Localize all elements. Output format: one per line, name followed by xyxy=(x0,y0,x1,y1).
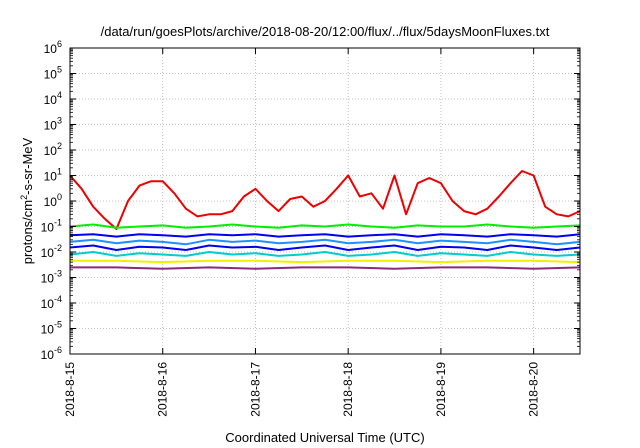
y-tick-label: 100 xyxy=(44,192,62,209)
series-line-cyan-5 xyxy=(69,251,581,257)
x-tick-label: 2018-8-19 xyxy=(434,362,448,417)
series-group xyxy=(69,170,581,270)
y-tick-label-exponent: 5 xyxy=(57,65,62,75)
y-tick-label: 106 xyxy=(44,39,62,56)
y-axis: 10-610-510-410-310-210-11001011021031041… xyxy=(41,39,580,362)
y-tick-label: 10-2 xyxy=(41,243,62,260)
y-tick-label: 102 xyxy=(44,141,62,158)
y-axis-label-prefix: protons/cm xyxy=(20,200,35,264)
series-line-blue-2 xyxy=(69,233,581,238)
y-tick-label: 10-4 xyxy=(41,294,62,311)
chart-title: /data/run/goesPlots/archive/2018-08-20/1… xyxy=(101,24,550,39)
y-tick-label-base: 10 xyxy=(41,246,55,260)
y-tick-label: 10-1 xyxy=(41,218,62,235)
y-axis-label-sup: 2 xyxy=(19,195,29,200)
y-tick-label: 10-6 xyxy=(41,345,62,362)
y-tick-label-base: 10 xyxy=(41,323,55,337)
y-tick-label-base: 10 xyxy=(41,221,55,235)
y-tick-label-exponent: 0 xyxy=(57,192,62,202)
y-tick-label-exponent: 4 xyxy=(57,90,62,100)
y-tick-label-base: 10 xyxy=(44,42,58,56)
y-tick-label-exponent: -5 xyxy=(54,320,62,330)
y-tick-label-base: 10 xyxy=(44,170,58,184)
y-tick-label: 10-3 xyxy=(41,269,62,286)
series-line-blue-4 xyxy=(69,244,581,251)
y-tick-label: 101 xyxy=(44,167,62,184)
y-tick-label-base: 10 xyxy=(41,272,55,286)
y-tick-label-base: 10 xyxy=(44,195,58,209)
y-tick-label-exponent: -3 xyxy=(54,269,62,279)
series-line-green-1 xyxy=(69,223,581,229)
y-tick-label-base: 10 xyxy=(44,93,58,107)
y-tick-label: 10-5 xyxy=(41,320,62,337)
x-axis-label: Coordinated Universal Time (UTC) xyxy=(225,430,424,445)
y-tick-label-base: 10 xyxy=(44,144,58,158)
y-tick-label-exponent: -1 xyxy=(54,218,62,228)
y-tick-label: 103 xyxy=(44,116,62,133)
y-tick-label-exponent: 1 xyxy=(57,167,62,177)
y-axis-label: protons/cm2-s-sr-MeV xyxy=(19,137,35,264)
x-axis: 2018-8-15 2018-8-16 2018-8-17 2018-8-18 2018… xyxy=(63,48,541,417)
series-line-purple-7 xyxy=(70,266,581,270)
x-tick-label: 2018-8-16 xyxy=(156,362,170,417)
y-tick-label-base: 10 xyxy=(41,297,55,311)
y-tick-label-base: 10 xyxy=(41,348,55,362)
y-axis-label-suffix: -s-sr-MeV xyxy=(20,137,35,194)
y-tick-label-base: 10 xyxy=(44,68,58,82)
y-tick-label: 105 xyxy=(44,65,62,82)
series-line-dodgerblue-3 xyxy=(69,238,581,246)
y-tick-label-exponent: 6 xyxy=(57,39,62,49)
y-tick-label-exponent: 3 xyxy=(57,116,62,126)
x-tick-label: 2018-8-17 xyxy=(248,362,262,417)
x-tick-label: 2018-8-15 xyxy=(63,362,77,417)
y-tick-label-base: 10 xyxy=(44,119,58,133)
x-tick-label: 2018-8-18 xyxy=(341,362,355,417)
series-line-yellow-6 xyxy=(70,259,581,264)
y-tick-label-exponent: -2 xyxy=(54,243,62,253)
series-line-red-0 xyxy=(69,170,581,230)
y-tick-label-exponent: 2 xyxy=(57,141,62,151)
y-tick-label-exponent: -4 xyxy=(54,294,62,304)
y-tick-label: 104 xyxy=(44,90,62,107)
y-tick-label-exponent: -6 xyxy=(54,345,62,355)
x-tick-label: 2018-8-20 xyxy=(527,362,541,417)
